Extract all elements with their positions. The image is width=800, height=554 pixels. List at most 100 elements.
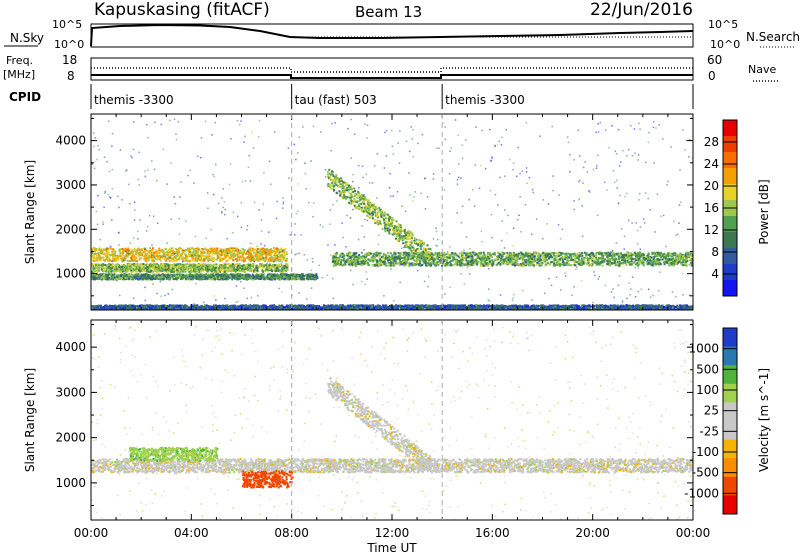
range-cell (176, 269, 179, 272)
range-cell (390, 259, 393, 262)
range-cell (212, 265, 215, 268)
range-cell (636, 255, 639, 258)
range-cell (157, 266, 160, 269)
range-cell (197, 253, 200, 256)
range-cell (577, 254, 580, 257)
range-cell (261, 263, 264, 266)
range-cell (601, 261, 604, 264)
range-cell (511, 255, 514, 258)
range-cell (256, 266, 259, 269)
range-cell (275, 268, 278, 271)
range-cell (399, 256, 402, 259)
range-cell (115, 256, 118, 259)
range-cell (646, 257, 649, 260)
range-cell (675, 258, 678, 261)
range-cell (579, 261, 582, 264)
freq-tick-low: 8 (67, 69, 75, 83)
range-cell (274, 259, 277, 262)
range-cell (150, 269, 153, 272)
range-cell (272, 250, 275, 253)
range-cell (194, 250, 197, 253)
range-cell (621, 259, 624, 262)
range-cell (254, 270, 257, 273)
range-cell (655, 255, 658, 258)
range-cell (385, 264, 388, 267)
range-cell (222, 274, 225, 277)
range-cell (249, 277, 252, 280)
range-cell (463, 256, 466, 259)
range-cell (218, 276, 221, 279)
range-cell (113, 266, 116, 269)
range-cell (110, 270, 113, 273)
range-cell (114, 276, 117, 279)
range-cell (246, 250, 249, 253)
range-cell (230, 252, 233, 255)
range-cell (101, 250, 104, 253)
range-cell (410, 252, 413, 255)
range-cell (216, 247, 219, 250)
range-cell (201, 255, 204, 258)
range-cell (585, 262, 588, 265)
range-cell (391, 256, 394, 259)
range-cell (190, 252, 193, 255)
range-cell (304, 274, 307, 277)
range-cell (282, 270, 285, 273)
range-cell (118, 248, 121, 251)
range-cell (102, 276, 105, 279)
range-cell (233, 273, 236, 276)
range-cell (215, 250, 218, 253)
range-cell (163, 252, 166, 255)
range-cell (666, 262, 669, 265)
range-cell (518, 252, 521, 255)
range-cell (459, 259, 462, 262)
range-cell (192, 254, 195, 257)
range-cell (403, 251, 406, 254)
range-cell (161, 250, 164, 253)
range-cell (218, 257, 221, 260)
range-cell (423, 262, 426, 265)
range-cell (93, 250, 96, 253)
range-cell (253, 248, 256, 251)
range-cell (123, 267, 126, 270)
range-cell (265, 268, 268, 271)
range-cell (137, 278, 140, 281)
range-cell (274, 252, 277, 255)
range-cell (161, 256, 164, 259)
range-cell (280, 248, 283, 251)
range-cell (168, 260, 171, 263)
range-cell (118, 265, 121, 268)
range-cell (561, 260, 564, 263)
range-cell (164, 266, 167, 269)
range-cell (404, 255, 407, 258)
range-cell (479, 263, 482, 266)
range-cell (181, 256, 184, 259)
range-cell (558, 259, 561, 262)
range-cell (151, 259, 154, 262)
range-cell (276, 264, 279, 267)
range-cell (155, 249, 158, 252)
range-cell (92, 259, 95, 262)
range-cell (248, 248, 251, 251)
range-cell (277, 263, 280, 266)
range-cell (100, 276, 103, 279)
range-cell (136, 263, 139, 266)
range-cell (246, 273, 249, 276)
range-cell (196, 276, 199, 279)
range-cell (132, 263, 135, 266)
range-cell (213, 263, 216, 266)
range-cell (610, 262, 613, 265)
range-cell (504, 257, 507, 260)
range-cell (249, 274, 252, 277)
range-cell (267, 273, 270, 276)
range-cell (688, 255, 691, 258)
range-cell (231, 256, 234, 259)
range-cell (561, 263, 564, 266)
range-cell (364, 253, 367, 256)
range-cell (521, 259, 524, 262)
range-cell (517, 255, 520, 258)
range-cell (128, 260, 131, 263)
range-cell (271, 276, 274, 279)
range-cell (264, 264, 267, 267)
range-cell (144, 263, 147, 266)
range-cell (288, 274, 291, 277)
